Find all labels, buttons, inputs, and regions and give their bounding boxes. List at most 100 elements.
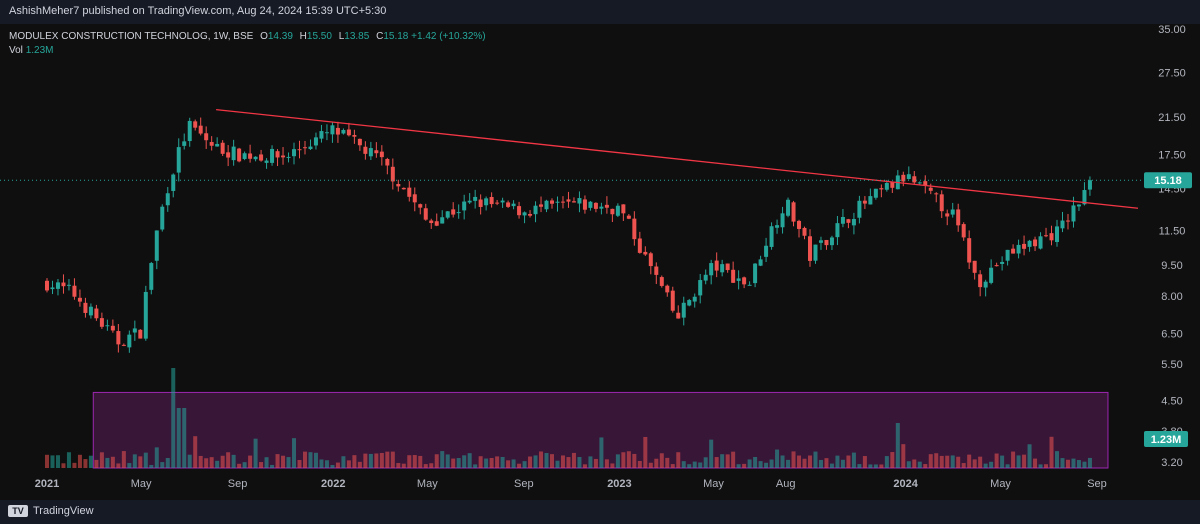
volume-bar [462, 455, 467, 468]
volume-bar [1011, 451, 1016, 468]
volume-bar [967, 454, 972, 468]
candle-body [835, 223, 840, 238]
candle-body [248, 153, 253, 159]
candle-body [884, 183, 889, 190]
chart-pane[interactable]: 35.00 27.50 21.50 17.50 14.50 11.50 9.50 8.00 6.… [0, 24, 1200, 500]
volume-bar [698, 462, 703, 468]
candle-body [994, 265, 999, 267]
open-label: O [260, 31, 268, 42]
price-chart[interactable]: 35.0027.5021.5017.5014.5011.509.508.006.… [0, 24, 1200, 500]
candle-body [198, 125, 203, 134]
candle-body [813, 244, 818, 261]
candle-body [193, 121, 198, 128]
candle-body [363, 146, 368, 154]
candle-body [121, 344, 126, 346]
candle-body [478, 199, 483, 207]
volume-bar [868, 464, 873, 468]
volume-bar [242, 462, 247, 468]
volume-bar [917, 461, 922, 468]
volume-bar [851, 452, 856, 468]
candle-body [522, 212, 527, 216]
candle-body [950, 209, 955, 215]
candle-body [939, 194, 944, 212]
tradingview-logo[interactable]: TV TradingView [8, 505, 94, 518]
candle-body [846, 219, 851, 223]
candle-body [1044, 235, 1049, 237]
candle-body [692, 296, 697, 302]
volume-bar [522, 461, 527, 468]
candle-body [709, 263, 714, 276]
candle-body [764, 245, 769, 257]
volume-bar [912, 459, 917, 468]
candle-body [747, 284, 752, 286]
volume-bar [418, 455, 423, 468]
header-bar: AshishMeher7 published on TradingView.co… [0, 0, 1200, 24]
volume-bar [972, 459, 977, 468]
candle-body [1016, 244, 1021, 254]
volume-bar [77, 454, 82, 468]
volume-bar [220, 455, 225, 468]
volume-bar [753, 456, 758, 468]
candle-body [1000, 261, 1005, 264]
volume-bar [1082, 461, 1087, 468]
volume-bar [780, 455, 785, 468]
volume-bar [346, 460, 351, 468]
symbol-label[interactable]: MODULEX CONSTRUCTION TECHNOLOG, 1W, BSE [9, 31, 254, 42]
candle-body [615, 205, 620, 216]
volume-bar [473, 464, 478, 468]
volume-bar [506, 460, 511, 468]
volume-bar [127, 463, 132, 468]
candle-body [972, 260, 977, 273]
volume-bar [1038, 464, 1043, 468]
volume-bar [626, 451, 631, 468]
candle-body [687, 300, 692, 306]
candle-body [374, 150, 379, 154]
last-volume-badge [1144, 431, 1188, 447]
volume-bar [544, 453, 549, 468]
volume-bar [610, 463, 615, 468]
candle-body [775, 225, 780, 228]
volume-bar [906, 461, 911, 468]
candle-body [319, 131, 324, 139]
candle-body [154, 230, 159, 261]
volume-bar [319, 459, 324, 468]
candle-body [72, 285, 77, 297]
candle-body [226, 152, 231, 158]
low-value: 13.85 [344, 31, 370, 42]
volume-bar [1076, 460, 1081, 468]
candle-body [171, 174, 176, 191]
candle-body [292, 149, 297, 157]
volume-bar [495, 456, 500, 468]
candle-body [802, 227, 807, 236]
candle-body [237, 148, 242, 162]
candle-body [445, 211, 450, 218]
volume-bar [99, 452, 104, 468]
candle-body [610, 208, 615, 215]
volume-bar [330, 464, 335, 468]
volume-bar [264, 457, 269, 468]
volume-bar [692, 461, 697, 468]
candle-body [429, 220, 434, 224]
candle-body [242, 153, 247, 159]
volume-bar [132, 454, 137, 468]
candle-body [1071, 205, 1076, 222]
volume-bar [901, 444, 906, 468]
candle-body [824, 239, 829, 246]
candle-body [566, 199, 571, 202]
volume-bar [550, 454, 555, 468]
volume-bar [599, 437, 604, 468]
volume-bar [231, 454, 236, 468]
candle-body [555, 201, 560, 203]
candle-body [539, 204, 544, 207]
candle-body [105, 325, 110, 327]
candle-body [77, 297, 82, 302]
volume-bar [171, 368, 176, 468]
candle-body [1011, 248, 1016, 254]
candle-body [912, 176, 917, 183]
y-tick-label: 27.50 [1158, 68, 1186, 80]
candle-body [149, 263, 154, 290]
volume-bar [116, 463, 121, 468]
volume-bar [390, 451, 395, 468]
candle-body [681, 302, 686, 318]
close-value: 15.18 [383, 31, 409, 42]
